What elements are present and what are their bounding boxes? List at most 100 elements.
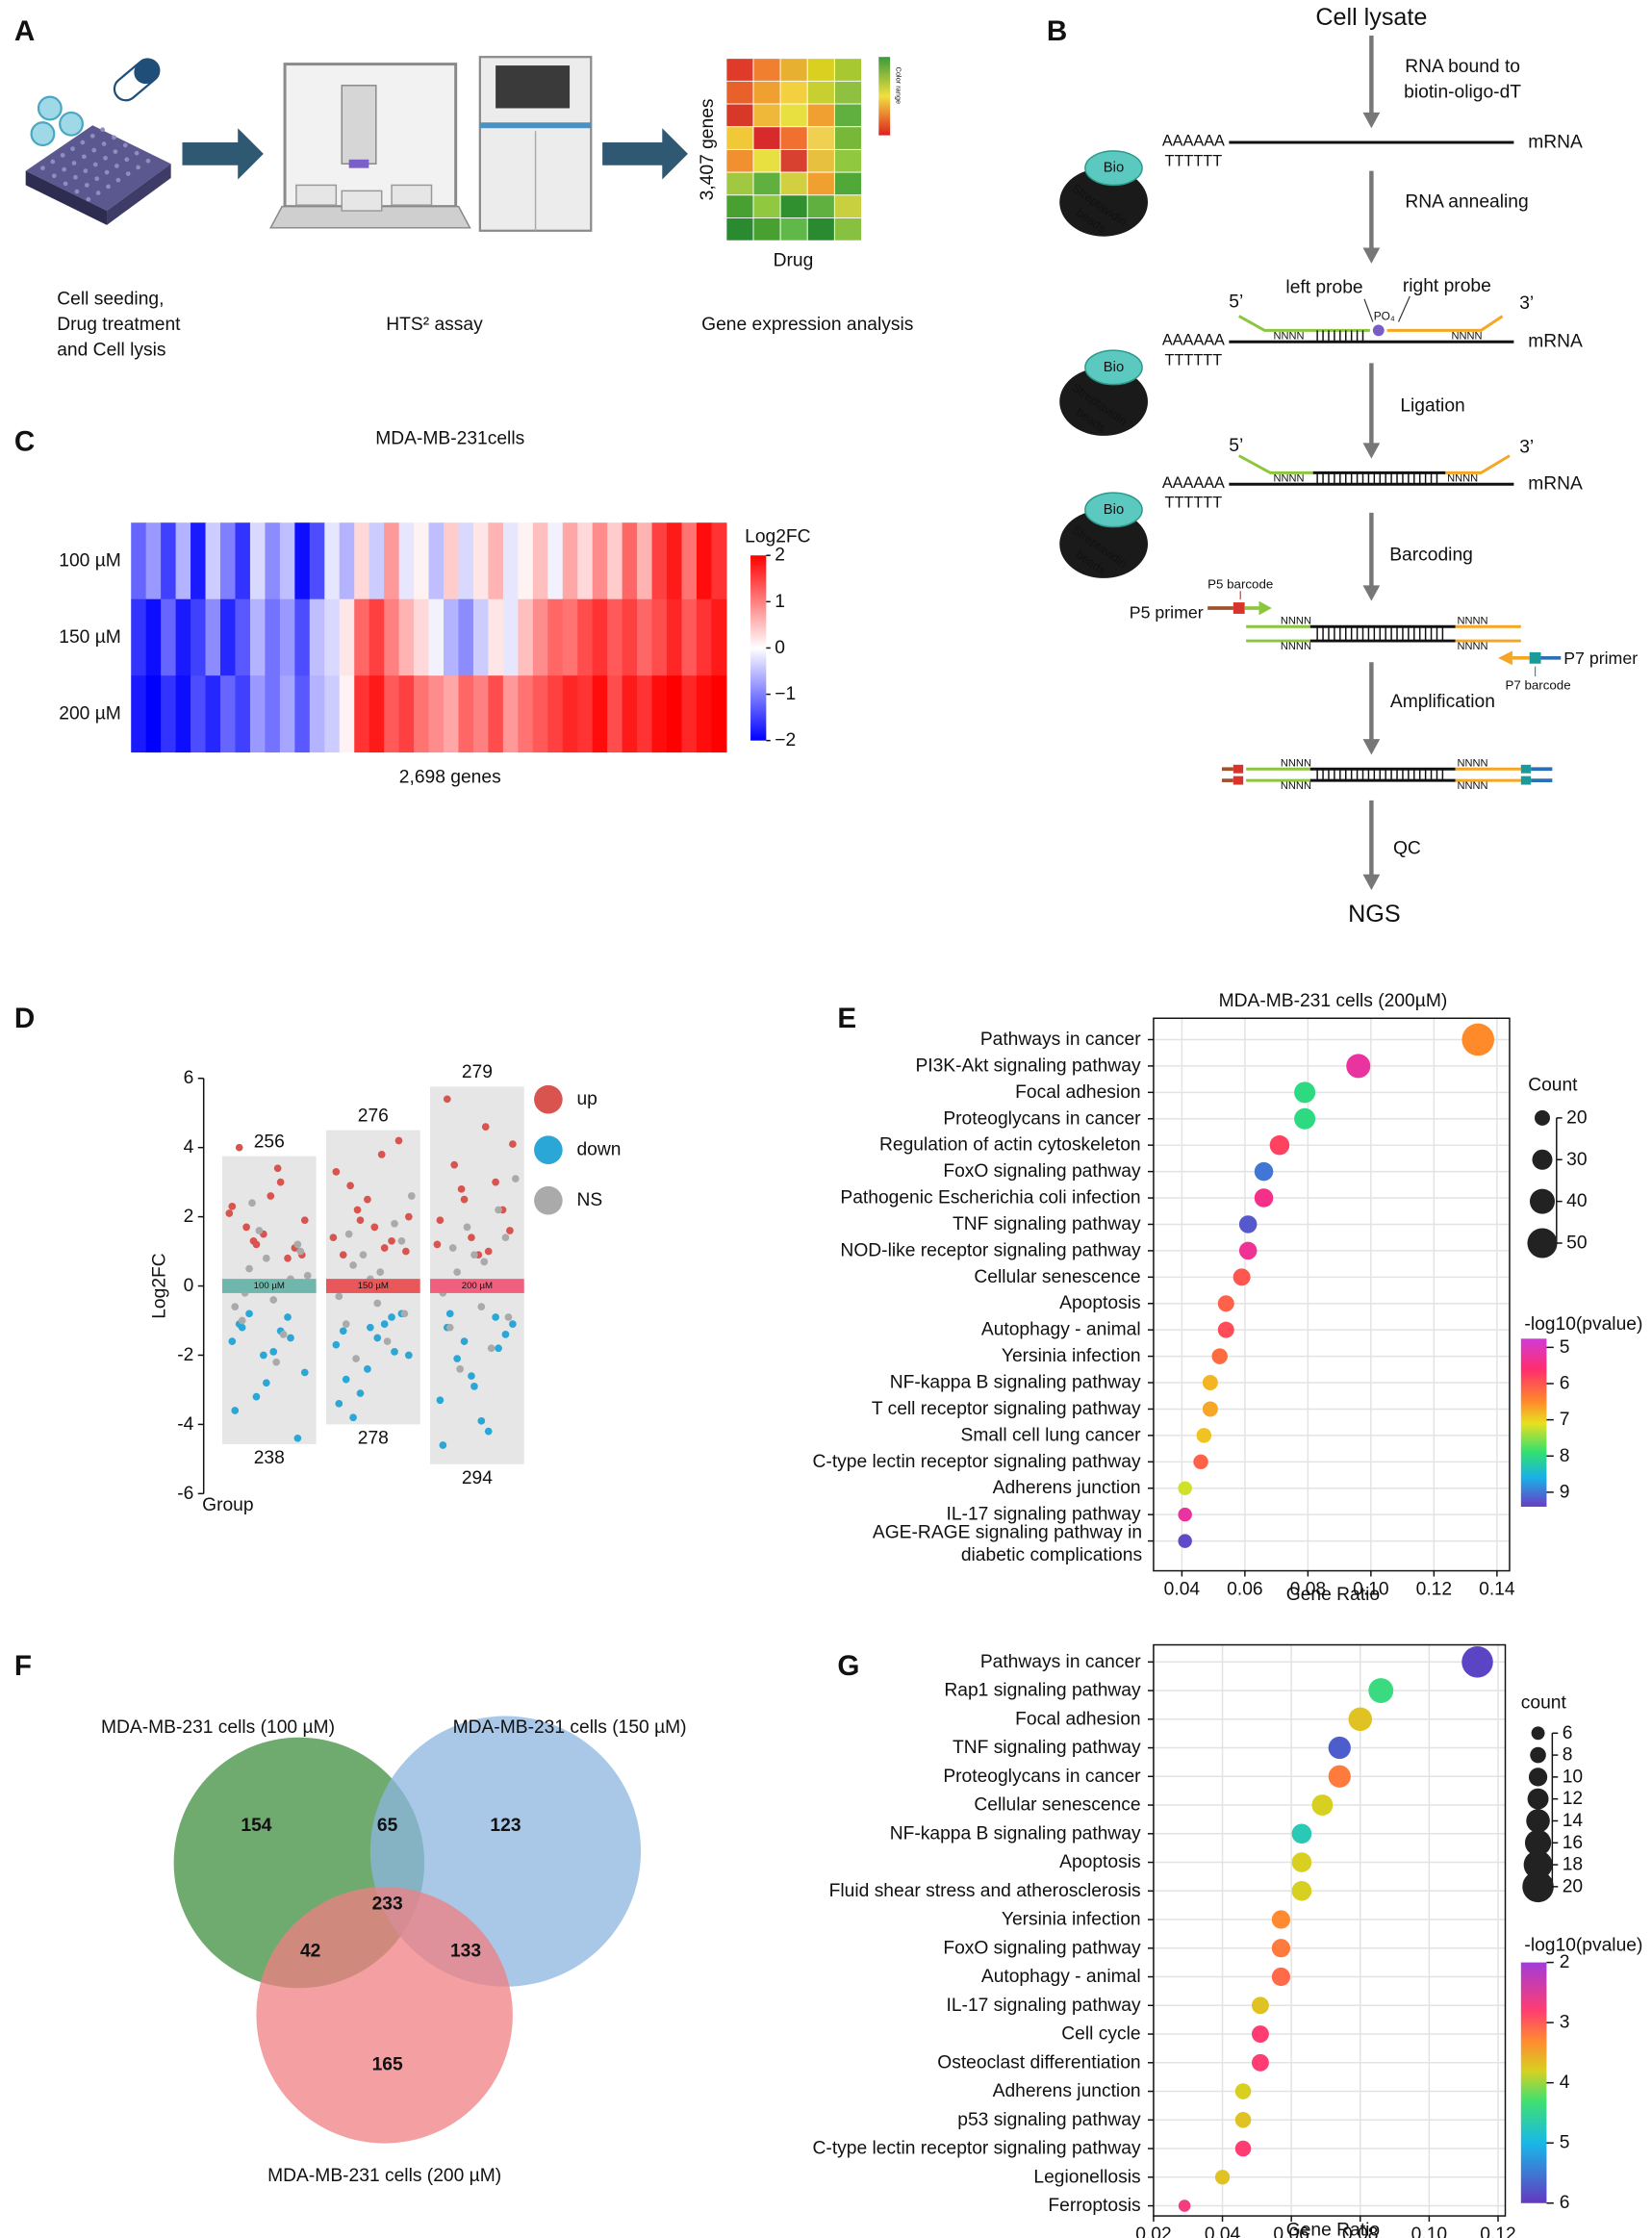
point — [293, 1240, 302, 1249]
point — [407, 1192, 416, 1200]
point — [436, 1396, 445, 1405]
point — [391, 1219, 398, 1228]
nnnn: NNNN — [1457, 780, 1487, 792]
dot — [1202, 1375, 1218, 1391]
count-label: 278 — [358, 1429, 389, 1449]
heatmap-cell — [502, 675, 519, 753]
point — [252, 1392, 261, 1401]
heatmap-cell — [444, 598, 460, 676]
dot — [1291, 1852, 1312, 1872]
heatmap-cell — [592, 675, 608, 753]
point — [443, 1095, 451, 1104]
point — [346, 1182, 354, 1190]
x-tick-label: 0.12 — [1480, 2225, 1515, 2238]
pointer — [1397, 295, 1411, 322]
polyT: TTTTTT — [1165, 351, 1223, 369]
colorbar-tick-label: 2 — [1560, 1952, 1570, 1972]
colorbar-title: Log2FC — [745, 527, 811, 547]
category-label: Proteoglycans in cancer — [943, 1108, 1141, 1129]
heatmap-cell — [651, 675, 668, 753]
plate-well — [92, 162, 98, 167]
point — [511, 1175, 520, 1183]
heatmap-cell — [339, 522, 355, 600]
heatmap-cell — [324, 675, 341, 753]
mrna-label: mRNA — [1528, 332, 1583, 352]
primer-label: P5 primer — [1130, 602, 1204, 622]
heatmap-cell — [205, 522, 221, 600]
point — [356, 1389, 365, 1397]
plate-well — [114, 164, 119, 168]
pill-half — [134, 59, 160, 85]
x-tick-label: 0.10 — [1353, 1579, 1388, 1599]
category-label: NOD-like receptor signaling pathway — [840, 1240, 1141, 1260]
heatmap-cell — [235, 598, 251, 676]
dot — [1196, 1428, 1212, 1443]
heatmap-cell — [249, 675, 267, 753]
plate-well — [63, 181, 68, 187]
nnnn: NNNN — [1281, 757, 1311, 769]
legend-label: down — [576, 1140, 621, 1160]
heatmap-cell — [145, 522, 162, 600]
x-tick-label: 0.06 — [1227, 1579, 1262, 1599]
plate-well — [62, 166, 67, 172]
heatmap-cell — [235, 522, 251, 600]
size-legend-dot — [1527, 1788, 1549, 1810]
dot — [1233, 1268, 1251, 1286]
point — [468, 1372, 475, 1380]
venn-set — [256, 1887, 513, 2144]
colorbar-tick-label: −2 — [775, 730, 796, 750]
point — [238, 1316, 246, 1325]
point — [269, 1348, 278, 1356]
heatmap-cell — [265, 598, 281, 676]
colorbar-tick-label: 0 — [775, 638, 785, 658]
heatmap-cell — [622, 522, 638, 600]
category-label: TNF signaling pathway — [953, 1214, 1141, 1234]
heatmap-cell — [577, 675, 594, 753]
heatmap-cell — [577, 598, 594, 676]
point — [439, 1441, 447, 1449]
colorbar-tick-label: 5 — [1560, 2133, 1570, 2153]
point — [344, 1230, 353, 1238]
point — [356, 1216, 365, 1225]
heatmap-cell — [607, 675, 623, 753]
heatmap-cell — [696, 522, 713, 600]
heatmap-cell — [324, 598, 341, 676]
size-legend-label: 18 — [1563, 1855, 1583, 1875]
mini-heatmap-cell — [833, 80, 862, 105]
point — [400, 1310, 409, 1318]
arrow-head — [1362, 112, 1381, 129]
biotin — [1084, 492, 1143, 528]
heatmap-cell — [220, 522, 237, 600]
plate-well — [73, 174, 78, 180]
legend-label: up — [576, 1089, 597, 1109]
mrna-label: mRNA — [1528, 474, 1583, 495]
mini-heatmap-cell — [806, 80, 835, 105]
mini-heatmap-cell — [752, 194, 781, 218]
point — [342, 1320, 350, 1328]
point — [228, 1202, 237, 1210]
heatmap-cell — [249, 522, 267, 600]
bead — [1059, 509, 1149, 578]
dot — [1234, 2140, 1252, 2157]
dot — [1251, 1996, 1269, 2015]
mini-heatmap-cell — [806, 148, 835, 173]
process-arrow — [602, 128, 688, 180]
strand — [1386, 315, 1504, 332]
probe-label: right probe — [1403, 276, 1491, 296]
heatmap-cell — [265, 522, 281, 600]
dot — [1234, 2112, 1252, 2128]
legend-title: Count — [1528, 1075, 1578, 1095]
category-label: Cell cycle — [1061, 2024, 1140, 2045]
point — [339, 1251, 347, 1259]
point — [495, 1344, 502, 1353]
point — [501, 1331, 510, 1338]
category-label: AGE-RAGE signaling pathway in diabetic c… — [872, 1520, 1143, 1566]
dot — [1178, 1534, 1192, 1548]
size-legend-label: 30 — [1566, 1150, 1587, 1170]
point — [228, 1337, 237, 1345]
nnnn: NNNN — [1457, 757, 1487, 769]
x-tick-label: 0.06 — [1273, 2225, 1309, 2238]
mini-heatmap-cell — [752, 80, 781, 105]
heatmap-cell — [622, 675, 638, 753]
chart-title: MDA-MB-231cells — [375, 428, 524, 448]
